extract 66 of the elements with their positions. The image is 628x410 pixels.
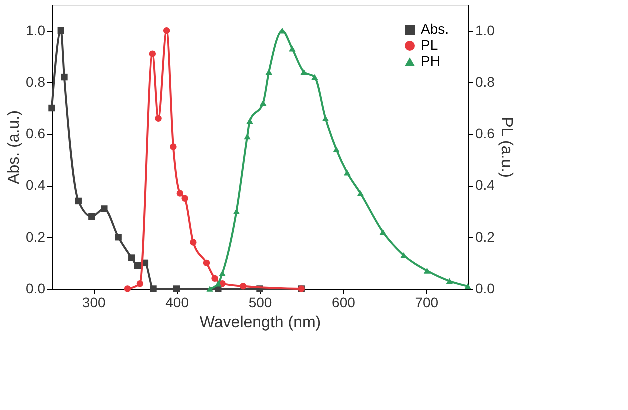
y-tick-label: 0.8 [26, 74, 46, 90]
point [246, 118, 254, 124]
point [136, 280, 144, 288]
point [312, 74, 318, 80]
point [75, 198, 82, 205]
point [58, 27, 65, 34]
y2-tick-label: 0.6 [476, 126, 496, 142]
point [240, 283, 247, 290]
y2-tick-label: 1.0 [476, 22, 496, 38]
y2-tick-label: 0.0 [476, 280, 496, 296]
point [260, 100, 267, 106]
y2-tick-label: 0.4 [476, 177, 496, 194]
point [182, 195, 188, 202]
y2-tick-label: 0.2 [476, 228, 496, 245]
point [190, 239, 197, 246]
point [128, 254, 136, 262]
point [149, 50, 156, 58]
point [88, 213, 96, 220]
point [212, 275, 218, 282]
legend-label: PH [421, 53, 440, 69]
point [170, 144, 177, 150]
point [380, 229, 386, 236]
point [115, 234, 122, 241]
point [424, 268, 431, 274]
y-tick-label: 0.2 [26, 228, 46, 245]
point [48, 104, 56, 112]
x-tick-label: 700 [415, 294, 439, 310]
point [289, 46, 296, 52]
y2-axis-title: PL (a.u.) [498, 117, 515, 178]
y-tick-label: 0.6 [26, 126, 46, 142]
point [61, 74, 68, 81]
point [101, 206, 108, 212]
point [155, 115, 162, 122]
point [134, 262, 142, 270]
point [173, 286, 180, 292]
point [322, 116, 330, 122]
legend-label: Abs. [421, 21, 450, 37]
point [357, 190, 364, 196]
point [300, 69, 308, 76]
point [163, 27, 170, 34]
point [219, 270, 226, 276]
point [215, 280, 222, 287]
point [464, 284, 472, 290]
y2-tick-label: 0.8 [476, 74, 496, 90]
point [244, 134, 251, 140]
point [124, 286, 132, 292]
point [266, 69, 273, 76]
legend-label: PL [421, 37, 438, 53]
x-tick-label: 400 [166, 294, 190, 310]
y-tick-label: 1.0 [26, 22, 46, 38]
point [400, 252, 408, 258]
x-tick-label: 300 [82, 294, 106, 310]
point [333, 146, 340, 152]
point [446, 278, 454, 284]
point [176, 190, 184, 197]
y-axis-title: Abs. (a.u.) [6, 110, 24, 184]
point [203, 260, 210, 267]
point [150, 286, 157, 292]
x-tick-label: 600 [332, 294, 356, 310]
point [233, 208, 240, 214]
x-axis-title: Wavelength (nm) [200, 314, 322, 332]
x-tick-label: 500 [248, 294, 272, 310]
y-tick-label: 0.4 [26, 177, 46, 194]
point [206, 286, 214, 292]
point [344, 170, 351, 176]
y-tick-label: 0.0 [26, 280, 46, 296]
